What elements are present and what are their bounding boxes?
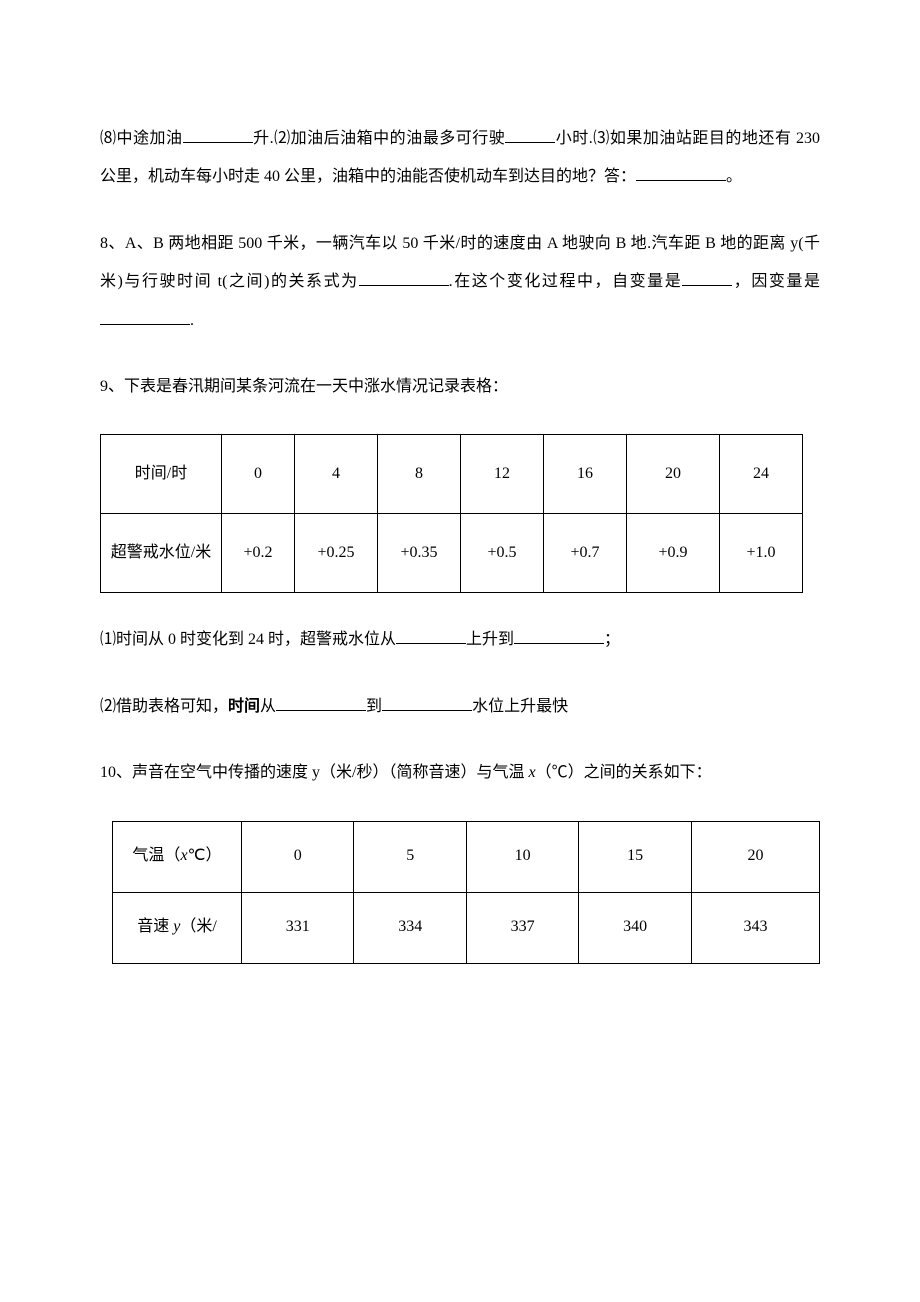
table-cell: +0.25 [295, 514, 378, 593]
blank[interactable] [514, 627, 604, 644]
table-cell: +1.0 [720, 514, 803, 593]
table-cell: 0 [222, 435, 295, 514]
q9-sub1-a: ⑴时间从 0 时变化到 24 时，超警戒水位从 [100, 631, 396, 648]
q9-sub2-b: 从 [260, 698, 276, 715]
blank[interactable] [276, 694, 366, 711]
q8b-text-2: .在这个变化过程中，自变量是 [449, 273, 683, 290]
table-cell: +0.9 [627, 514, 720, 593]
question-8-fragment: ⑻中途加油升.⑵加油后油箱中的油最多可行驶小时.⑶如果加油站距目的地还有 230… [100, 120, 820, 197]
table-cell: 20 [627, 435, 720, 514]
table-cell: 8 [378, 435, 461, 514]
table-cell: 时间/时 [101, 435, 222, 514]
question-9-sub2: ⑵借助表格可知，时间从 到 水位上升最快 [100, 688, 820, 726]
q9-table: 时间/时04812162024超警戒水位/米+0.2+0.25+0.35+0.5… [100, 434, 803, 593]
blank[interactable] [359, 269, 449, 286]
table-cell: 音速 y（米/ [113, 892, 242, 963]
table-cell: 343 [691, 892, 819, 963]
table-cell: +0.5 [461, 514, 544, 593]
variable-x: x [528, 764, 535, 781]
table-cell: 12 [461, 435, 544, 514]
question-8b: 8、A、B 两地相距 500 千米，一辆汽车以 50 千米/时的速度由 A 地驶… [100, 225, 820, 340]
table-cell: 340 [579, 892, 691, 963]
table-cell: +0.35 [378, 514, 461, 593]
blank[interactable] [505, 126, 555, 143]
blank[interactable] [636, 164, 726, 181]
table-row: 音速 y（米/331334337340343 [113, 892, 820, 963]
table-cell: 20 [691, 821, 819, 892]
table-row: 气温（x℃）05101520 [113, 821, 820, 892]
q9-sub1-c: ； [604, 631, 620, 648]
blank[interactable] [183, 126, 253, 143]
q10-intro-b: （℃）之间的关系如下： [536, 764, 712, 781]
table-cell: 气温（x℃） [113, 821, 242, 892]
table-cell: 331 [241, 892, 353, 963]
table-cell: 5 [354, 821, 466, 892]
q8-text-2: 升.⑵加油后油箱中的油最多可行驶 [253, 130, 506, 147]
question-9-intro: 9、下表是春汛期间某条河流在一天中涨水情况记录表格： [100, 368, 820, 406]
q8-text-1: ⑻中途加油 [100, 130, 183, 147]
table-cell: 24 [720, 435, 803, 514]
q8b-text-4: . [190, 312, 194, 329]
table-row: 超警戒水位/米+0.2+0.25+0.35+0.5+0.7+0.9+1.0 [101, 514, 803, 593]
table-cell: 334 [354, 892, 466, 963]
q9-sub1-b: 上升到 [466, 631, 514, 648]
q9-sub2-d: 水位上升最快 [472, 698, 568, 715]
blank[interactable] [100, 308, 190, 325]
question-9-sub1: ⑴时间从 0 时变化到 24 时，超警戒水位从 上升到 ； [100, 621, 820, 659]
q8-text-4: 。 [726, 168, 742, 185]
blank[interactable] [382, 694, 472, 711]
table-cell: +0.2 [222, 514, 295, 593]
q9-sub2-c: 到 [366, 698, 382, 715]
table-cell: 4 [295, 435, 378, 514]
table-cell: 16 [544, 435, 627, 514]
table-row: 时间/时04812162024 [101, 435, 803, 514]
q9-sub2-bold: 时间 [228, 698, 260, 715]
table-cell: 15 [579, 821, 691, 892]
q10-intro-a: 10、声音在空气中传播的速度 y（米/秒）（简称音速）与气温 [100, 764, 528, 781]
table-cell: +0.7 [544, 514, 627, 593]
q8b-text-3: ，因变量是 [732, 273, 820, 290]
table-cell: 10 [466, 821, 578, 892]
q10-table: 气温（x℃）05101520音速 y（米/331334337340343 [112, 821, 820, 964]
table-cell: 0 [241, 821, 353, 892]
table-cell: 超警戒水位/米 [101, 514, 222, 593]
blank[interactable] [396, 627, 466, 644]
table-cell: 337 [466, 892, 578, 963]
q9-sub2-a: ⑵借助表格可知， [100, 698, 228, 715]
question-10-intro: 10、声音在空气中传播的速度 y（米/秒）（简称音速）与气温 x（℃）之间的关系… [100, 754, 820, 792]
blank[interactable] [682, 269, 732, 286]
